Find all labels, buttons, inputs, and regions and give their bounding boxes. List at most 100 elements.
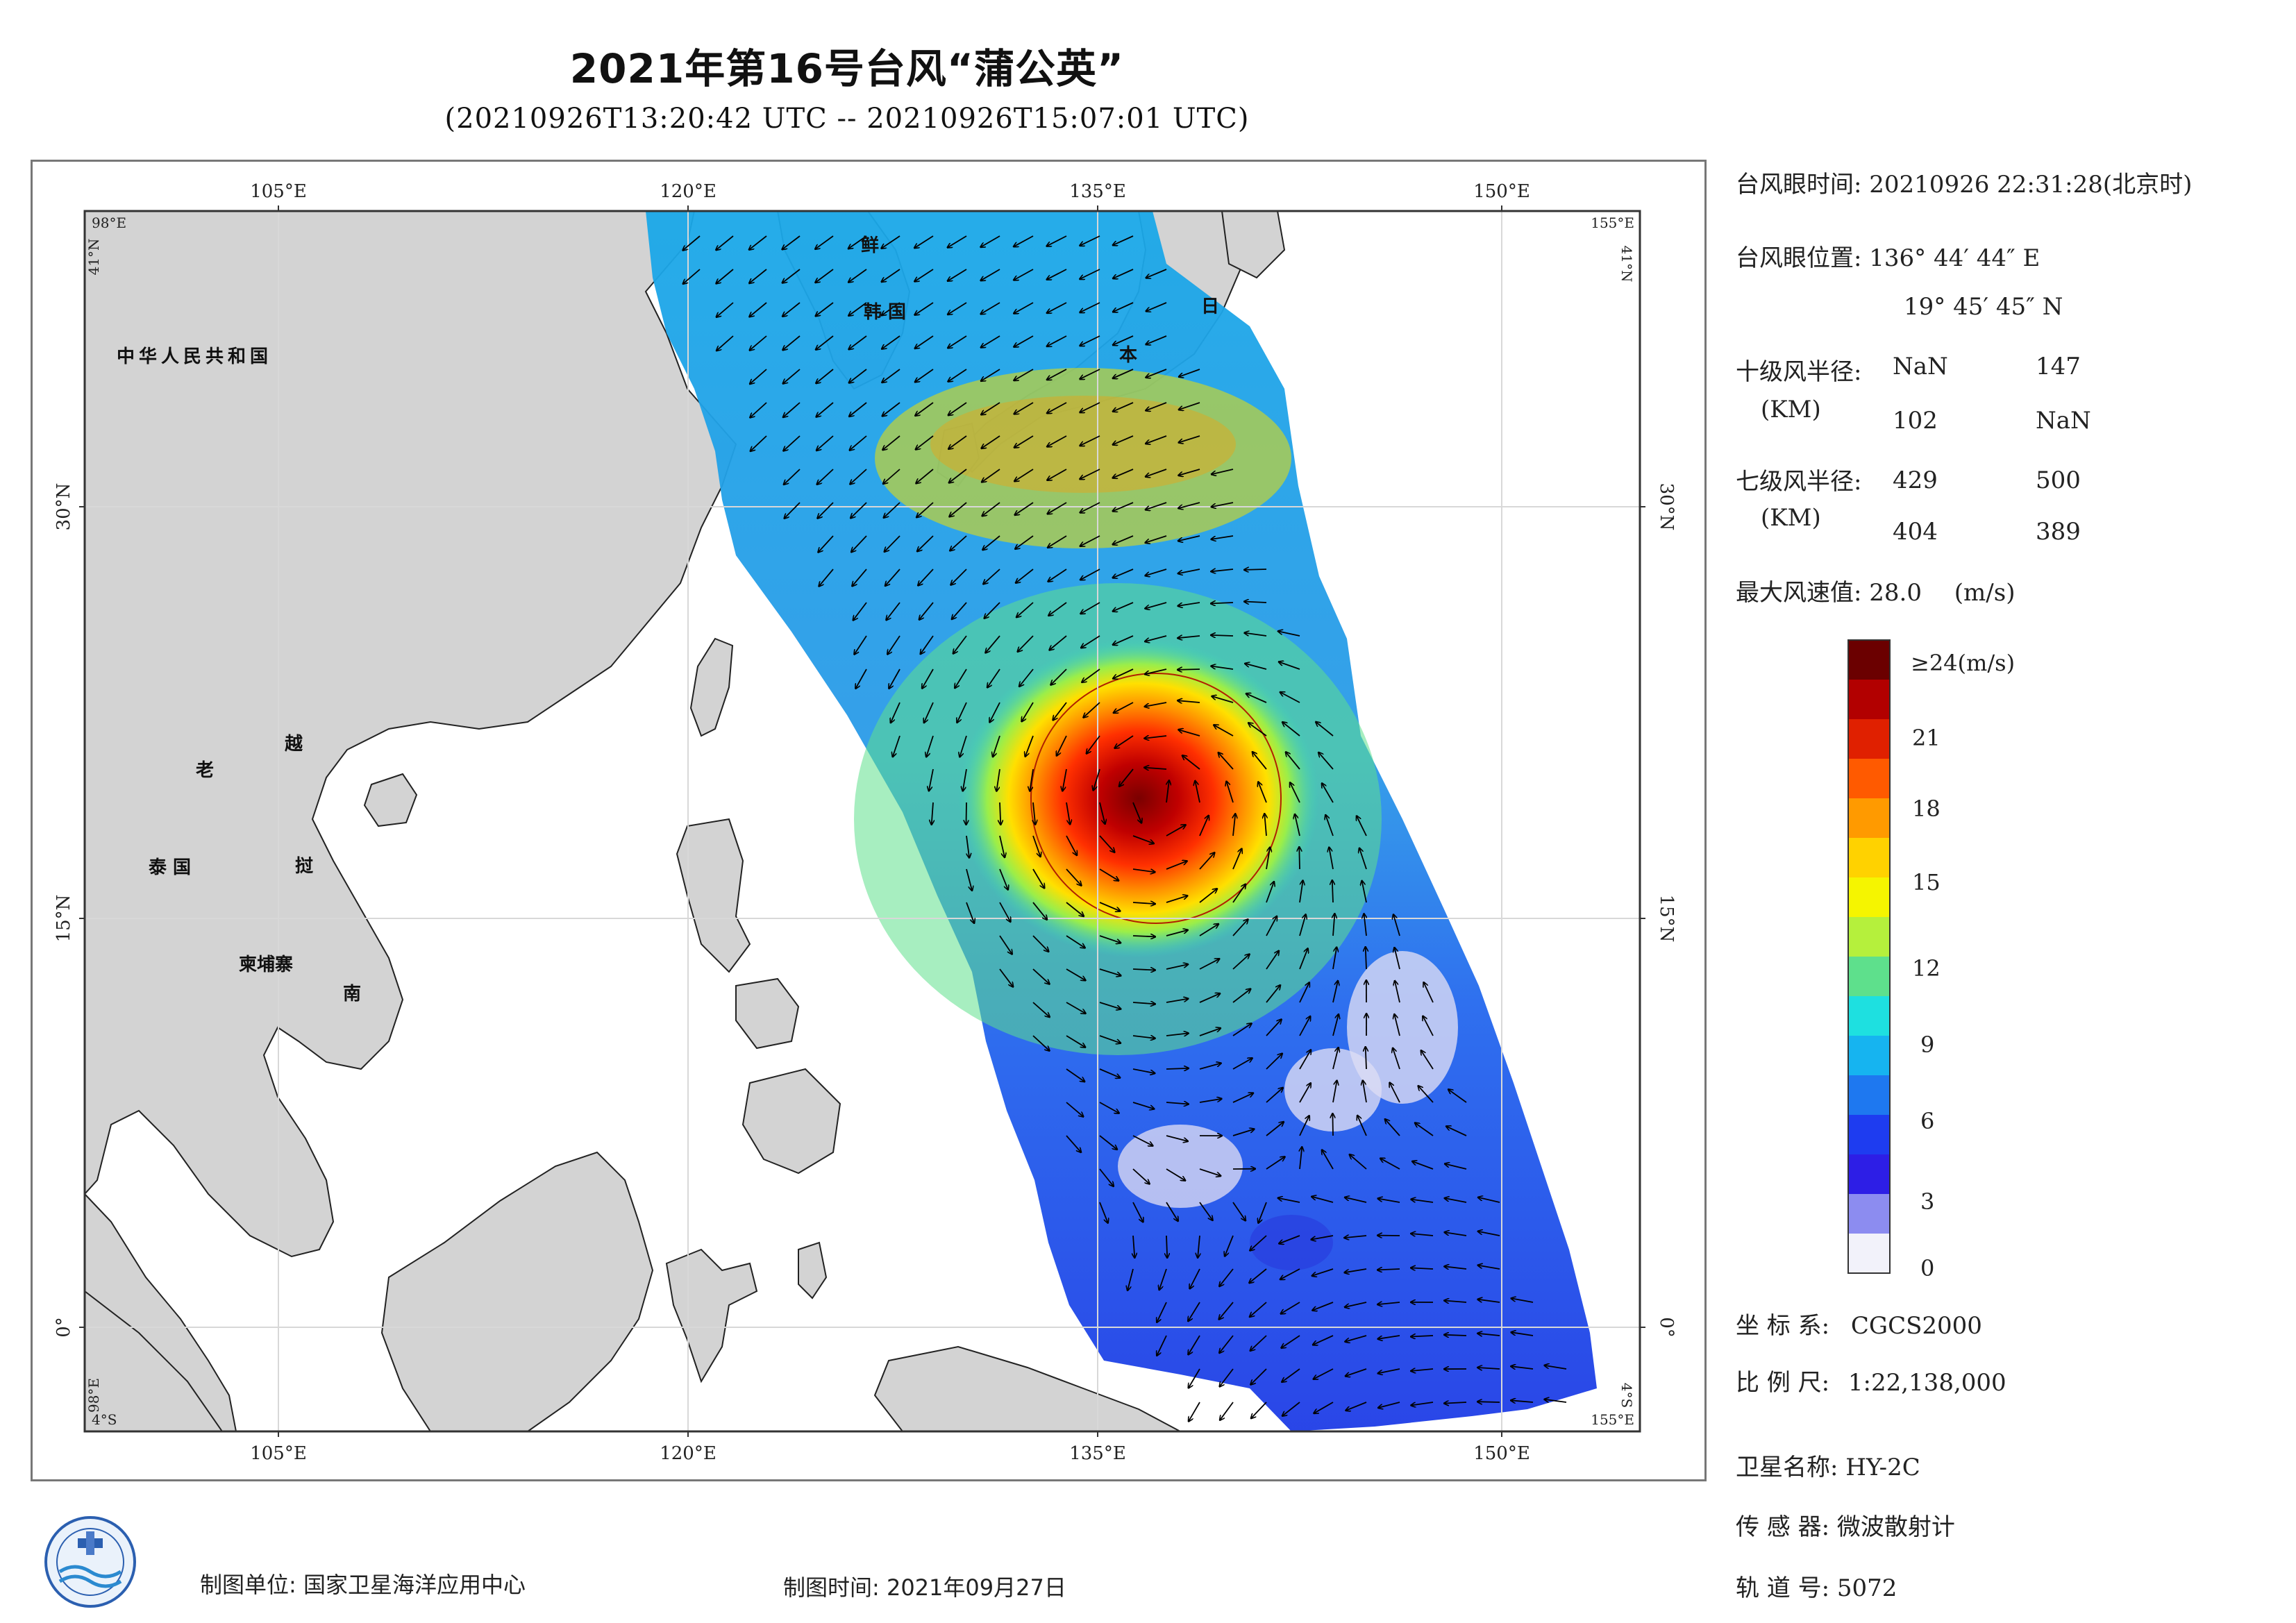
r7-value: 389 — [2036, 518, 2081, 546]
colorbar-segment — [1848, 1154, 1890, 1195]
wind-arrow — [948, 335, 967, 348]
wind-arrow — [882, 335, 900, 349]
wind-arrow — [819, 569, 834, 587]
calm-patch — [1284, 1048, 1382, 1132]
wind-arrow — [1182, 755, 1200, 770]
wind-arrow — [1266, 1088, 1283, 1103]
wind-arrow — [1511, 1400, 1534, 1402]
wind-arrow — [1099, 1202, 1108, 1223]
max-wind-label: 最大风速值: — [1736, 579, 1862, 607]
wind-arrow — [1278, 631, 1300, 637]
wind-arrow — [1178, 700, 1200, 703]
wind-arrow — [963, 768, 967, 791]
wind-arrow — [1179, 435, 1200, 443]
wind-arrow — [1212, 469, 1234, 474]
wind-arrow — [1282, 1368, 1300, 1382]
landmass-new-guinea — [873, 1345, 1181, 1431]
wind-arrow — [1250, 1368, 1267, 1385]
wind-arrow — [950, 535, 967, 550]
wind-arrow — [1166, 825, 1186, 836]
wind-arrow — [1099, 802, 1105, 824]
wind-arrow — [1113, 469, 1134, 478]
wind-arrow — [749, 302, 767, 317]
wind-arrow — [1081, 635, 1100, 648]
wind-arrow — [850, 435, 867, 451]
wind-arrow — [987, 668, 1000, 687]
wind-arrow — [1080, 502, 1100, 513]
wind-arrow — [1219, 1302, 1234, 1320]
date-row: 制图时间: 2021年09月27日 — [783, 1570, 1066, 1602]
sensor-row: 传 感 器: 微波散射计 — [1736, 1508, 1955, 1542]
wind-arrow — [1281, 1302, 1300, 1314]
wind-arrow — [981, 302, 1000, 314]
sat-label: 卫星名称: — [1736, 1454, 1838, 1481]
wind-arrow — [1032, 1002, 1050, 1017]
wind-arrow — [1322, 1150, 1334, 1170]
wind-arrow — [1258, 782, 1267, 803]
wind-arrow — [1032, 902, 1047, 920]
wind-arrow — [1022, 702, 1034, 721]
wind-arrow — [1346, 1368, 1367, 1376]
wind-arrow — [749, 269, 767, 283]
wind-arrow — [1080, 302, 1100, 312]
wind-arrow — [1244, 602, 1267, 603]
wind-arrow — [1047, 335, 1067, 346]
wind-arrow — [955, 668, 967, 688]
wind-arrow — [1411, 1369, 1434, 1371]
max-wind-unit: (m/s) — [1954, 579, 2016, 607]
corner-label: 155°E — [1591, 1411, 1634, 1428]
wind-arrow — [1080, 469, 1100, 479]
wind-arrow — [1448, 1089, 1467, 1103]
wind-arrow — [1232, 1093, 1253, 1103]
eye-time-value: 20210926 22:31:28(北京时) — [1869, 171, 2193, 199]
corner-label: 98°E — [85, 1378, 102, 1413]
wind-arrow — [1312, 1235, 1334, 1240]
wind-arrow — [817, 502, 834, 519]
wind-arrow — [717, 302, 734, 317]
wind-arrow — [1093, 768, 1100, 791]
wind-arrow — [1280, 692, 1300, 703]
wind-arrow — [1299, 847, 1300, 870]
r10-value: 102 — [1893, 407, 1938, 435]
wind-arrow — [966, 835, 969, 858]
typhoon-eye-region — [958, 639, 1319, 958]
wind-arrow — [1047, 469, 1067, 480]
wind-arrow — [1345, 1197, 1367, 1203]
wind-arrow — [1032, 1035, 1050, 1051]
wind-arrow — [1232, 989, 1250, 1003]
lon-tick-bottom: 120°E — [660, 1443, 717, 1464]
wind-arrow — [1178, 569, 1200, 573]
wind-arrow — [916, 502, 934, 517]
wind-arrow — [1189, 1368, 1200, 1388]
wind-arrow — [924, 702, 934, 723]
wind-arrow — [1113, 569, 1134, 578]
wind-arrow — [1332, 1081, 1337, 1103]
colorbar-tick: 3 — [1920, 1188, 1934, 1215]
wind-arrow — [784, 469, 801, 485]
wind-arrow — [1128, 1268, 1134, 1290]
wind-arrow — [948, 302, 967, 314]
date-label: 制图时间: — [783, 1574, 880, 1601]
crs-value: CGCS2000 — [1850, 1312, 1982, 1340]
wind-arrow — [1189, 1402, 1200, 1422]
lon-tick-bottom: 105°E — [250, 1443, 307, 1464]
place-china: 中华人民共和国 — [117, 346, 272, 367]
wind-arrow — [1057, 735, 1067, 756]
map-title: 2021年第16号台风“蒲公英” — [569, 45, 1125, 92]
lat-tick-right: 15°N — [1656, 895, 1677, 943]
landmass-mindanao — [741, 1068, 841, 1175]
wind-arrow — [1166, 1235, 1167, 1258]
wind-arrow — [1332, 1048, 1339, 1070]
wind-arrow — [783, 402, 801, 417]
wind-arrow — [1244, 569, 1267, 570]
wind-arrow — [887, 635, 900, 655]
sat-value: HY-2C — [1845, 1454, 1920, 1481]
wind-arrow — [1166, 1135, 1188, 1141]
wind-arrow — [1211, 569, 1234, 571]
wind-arrow — [1445, 1164, 1467, 1170]
wind-arrow — [1019, 668, 1034, 687]
wind-arrow — [981, 369, 1000, 381]
wind-arrow — [1233, 814, 1235, 836]
landmass-halmahera — [798, 1241, 828, 1300]
wind-arrow — [1266, 1122, 1284, 1136]
